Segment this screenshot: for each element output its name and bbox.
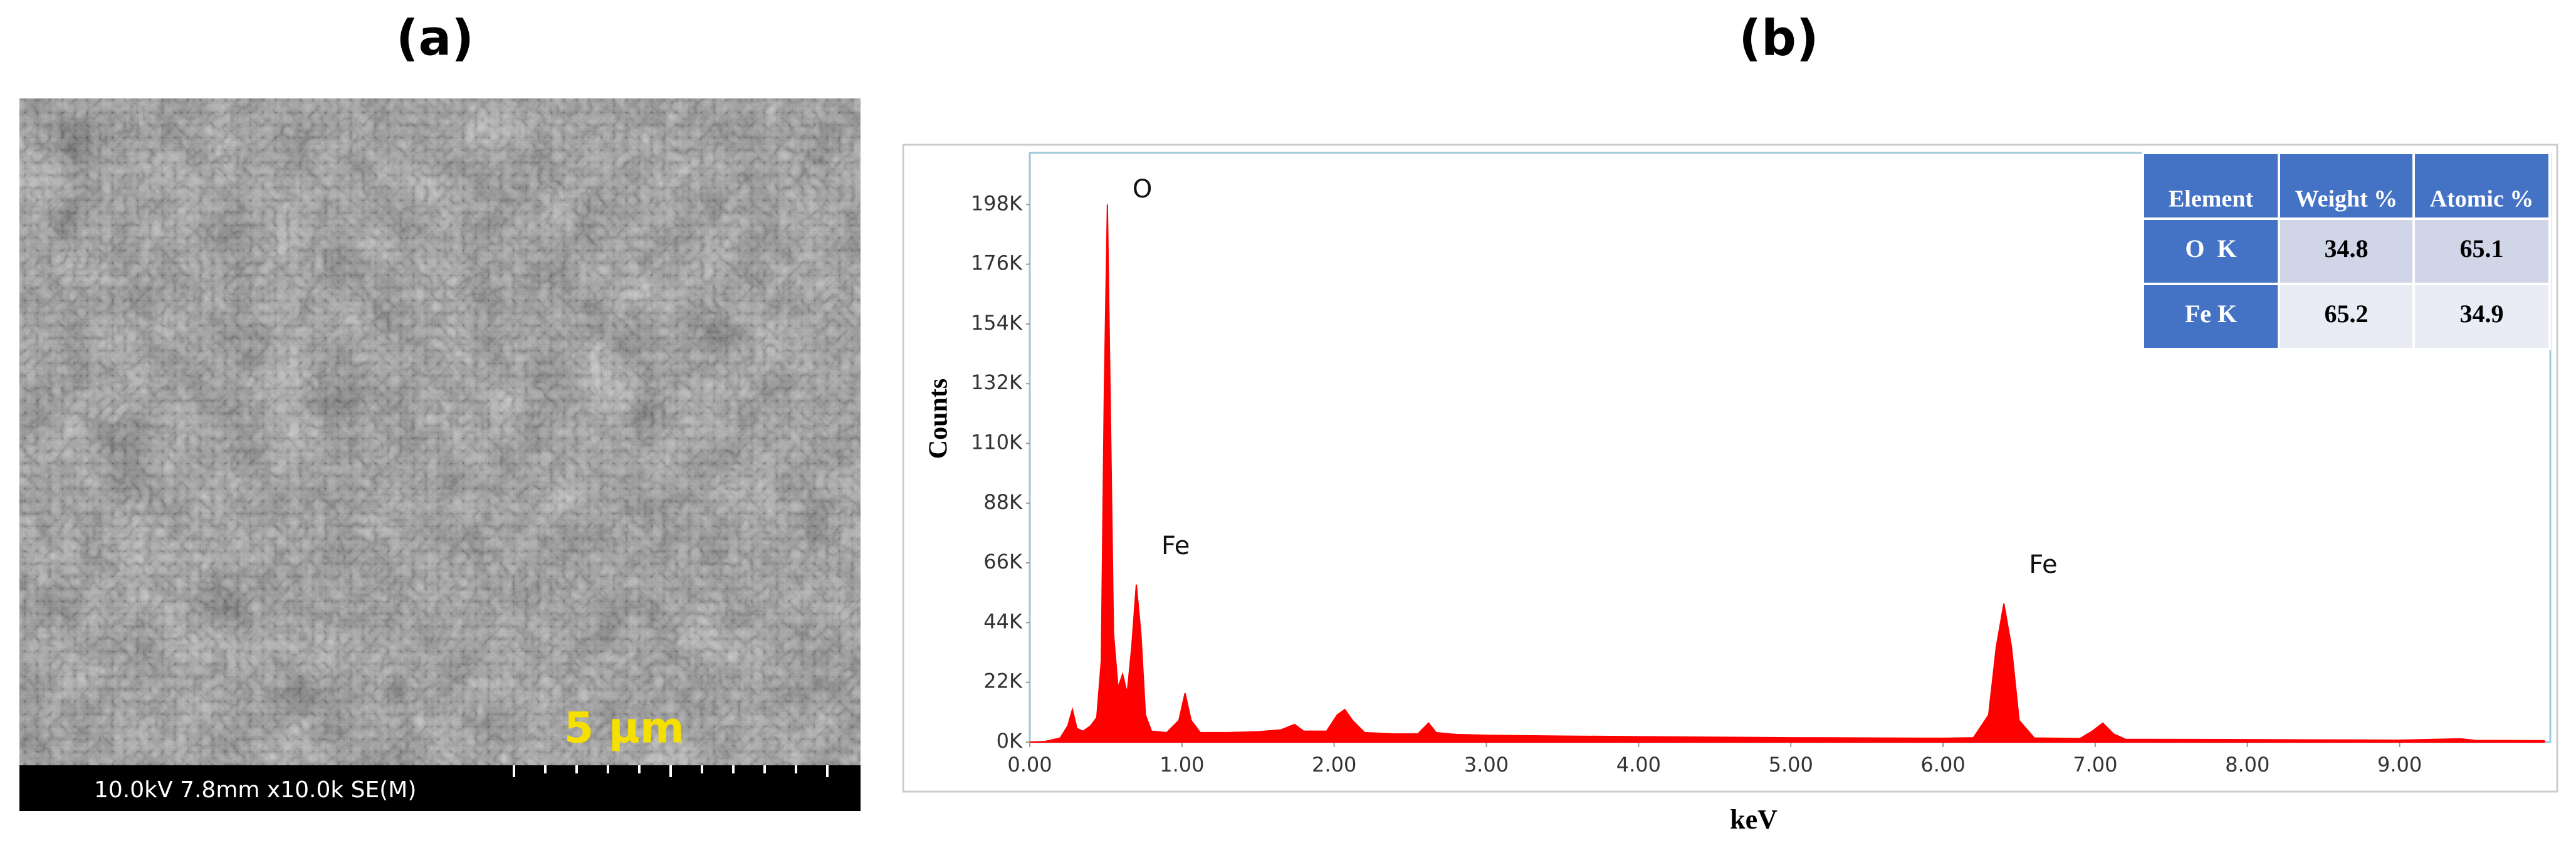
table-cell [2412, 283, 2551, 350]
y-tick-label: 88K [983, 490, 1023, 514]
peak-label: Fe [1161, 531, 1190, 560]
panel-label: (a) [396, 10, 474, 66]
x-tick-label: 2.00 [1312, 753, 1356, 777]
x-tick-label: 7.00 [2073, 753, 2117, 777]
table-header: Weight % [2295, 186, 2398, 212]
x-axis-label: keV [1730, 804, 1778, 835]
y-tick-label: 44K [983, 609, 1023, 633]
x-tick-label: 8.00 [2225, 753, 2270, 777]
table-header-cell [2142, 152, 2280, 220]
x-tick-label: 6.00 [1920, 753, 1965, 777]
y-tick-label: 0K [997, 729, 1023, 753]
sem-image: 10.0kV 7.8mm x10.0k SE(M) 5 µm [19, 98, 861, 811]
y-tick-label: 66K [983, 550, 1023, 573]
y-tick-label: 110K [971, 431, 1023, 454]
table-cell [2412, 217, 2551, 285]
x-tick-label: 9.00 [2377, 753, 2422, 777]
table-cell [2142, 217, 2280, 285]
sem-info-bar [19, 765, 861, 811]
scale-ticks [513, 765, 829, 777]
sem-caption: 10.0kV 7.8mm x10.0k SE(M) [94, 777, 416, 803]
scale-bar-label: 5 µm [564, 704, 684, 753]
x-tick-label: 5.00 [1769, 753, 1813, 777]
x-tick-label: 4.00 [1616, 753, 1661, 777]
y-tick-label: 154K [971, 311, 1023, 335]
table-cell-text: O K [2185, 234, 2236, 263]
table-cell-text: 65.1 [2460, 234, 2504, 263]
spectrum-area [1029, 204, 2545, 743]
peak-label: Fe [2029, 550, 2057, 579]
panel-label: (b) [1739, 10, 1818, 66]
y-tick-label: 176K [971, 251, 1023, 275]
table-cell-text: 34.9 [2460, 300, 2504, 328]
x-tick-label: 1.00 [1160, 753, 1204, 777]
table-cell-text: 65.2 [2325, 300, 2369, 328]
table-cell-text: Fe K [2185, 300, 2237, 328]
x-tick-label: 3.00 [1464, 753, 1509, 777]
sem-texture [19, 98, 861, 765]
y-axis-label: Counts [924, 379, 953, 459]
table-header: Atomic % [2430, 186, 2534, 212]
y-tick-label: 22K [983, 669, 1023, 693]
table-header-cell [2412, 152, 2551, 220]
table-cell-text: 34.8 [2325, 234, 2369, 263]
peak-label: O [1133, 175, 1152, 204]
y-tick-label: 198K [971, 191, 1023, 215]
x-tick-label: 0.00 [1007, 753, 1052, 777]
table-header: Element [2169, 186, 2253, 212]
y-tick-label: 132K [971, 370, 1023, 394]
